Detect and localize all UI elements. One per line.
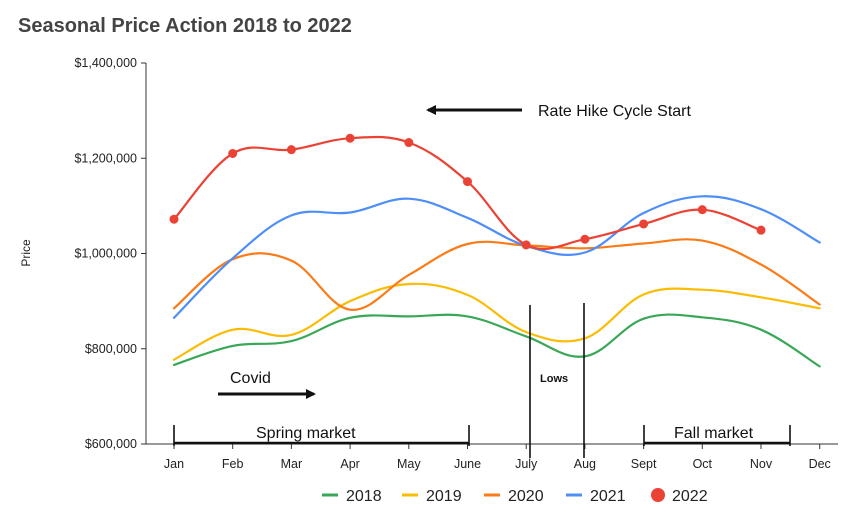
series-2022 bbox=[169, 133, 766, 250]
series-2020 bbox=[172, 238, 821, 311]
x-tick-label: Aug bbox=[574, 457, 596, 471]
chart-title: Seasonal Price Action 2018 to 2022 bbox=[18, 15, 352, 37]
series-2018 bbox=[172, 313, 821, 368]
data-point-2022 bbox=[580, 234, 590, 244]
data-point-2022 bbox=[756, 225, 766, 235]
y-tick-label: $800,000 bbox=[85, 342, 137, 356]
x-tick-label: Mar bbox=[281, 457, 303, 471]
legend-label-2019: 2019 bbox=[426, 488, 462, 505]
spring-market-label: Spring market bbox=[256, 425, 356, 442]
y-tick-label: $600,000 bbox=[85, 437, 137, 451]
y-axis-ticks: $600,000 $800,000 $1,000,000 $1,200,000 $1,4… bbox=[74, 56, 146, 451]
y-tick-label: $1,200,000 bbox=[74, 151, 137, 165]
x-axis-ticks: Jan Feb Mar Apr May June July Aug Sept Oct Nov Dec bbox=[164, 444, 831, 471]
lows-label: Lows bbox=[540, 373, 568, 385]
legend-swatch-2022 bbox=[651, 488, 665, 502]
data-point-2022 bbox=[404, 138, 414, 148]
x-tick-label: Sept bbox=[631, 457, 657, 471]
x-tick-label: July bbox=[515, 457, 538, 471]
data-point-2022 bbox=[639, 219, 649, 229]
x-tick-label: Apr bbox=[340, 457, 359, 471]
series-2019 bbox=[172, 282, 821, 361]
legend: 2018 2019 2020 2021 2022 bbox=[322, 488, 708, 505]
x-tick-label: Nov bbox=[750, 457, 773, 471]
x-tick-label: May bbox=[397, 457, 421, 471]
x-tick-label: June bbox=[454, 457, 481, 471]
data-point-2022 bbox=[697, 205, 707, 215]
series-line-2018 bbox=[172, 313, 821, 368]
data-point-2022 bbox=[521, 240, 531, 250]
series-line-2020 bbox=[172, 238, 821, 311]
data-point-2022 bbox=[345, 133, 355, 143]
data-point-2022 bbox=[286, 145, 296, 155]
legend-label-2022: 2022 bbox=[672, 488, 708, 505]
data-point-2022 bbox=[228, 148, 238, 158]
y-axis-label: Price bbox=[19, 239, 33, 267]
data-point-2022 bbox=[169, 214, 179, 224]
data-point-2022 bbox=[463, 177, 472, 187]
series-layer bbox=[169, 133, 821, 368]
series-2021 bbox=[172, 195, 821, 319]
series-line-2021 bbox=[172, 195, 821, 319]
series-line-2019 bbox=[172, 282, 821, 361]
annotations: Rate Hike Cycle Start Covid Lows Spring … bbox=[173, 103, 791, 458]
y-tick-label: $1,000,000 bbox=[74, 247, 137, 261]
x-tick-label: Dec bbox=[809, 457, 831, 471]
x-tick-label: Feb bbox=[222, 457, 244, 471]
legend-label-2021: 2021 bbox=[590, 488, 626, 505]
covid-label: Covid bbox=[230, 370, 271, 387]
fall-market-label: Fall market bbox=[674, 425, 754, 442]
x-tick-label: Oct bbox=[693, 457, 713, 471]
legend-label-2018: 2018 bbox=[346, 488, 382, 505]
rate-hike-label: Rate Hike Cycle Start bbox=[538, 103, 691, 120]
x-tick-label: Jan bbox=[164, 457, 184, 471]
y-tick-label: $1,400,000 bbox=[74, 56, 137, 70]
legend-label-2020: 2020 bbox=[508, 488, 544, 505]
